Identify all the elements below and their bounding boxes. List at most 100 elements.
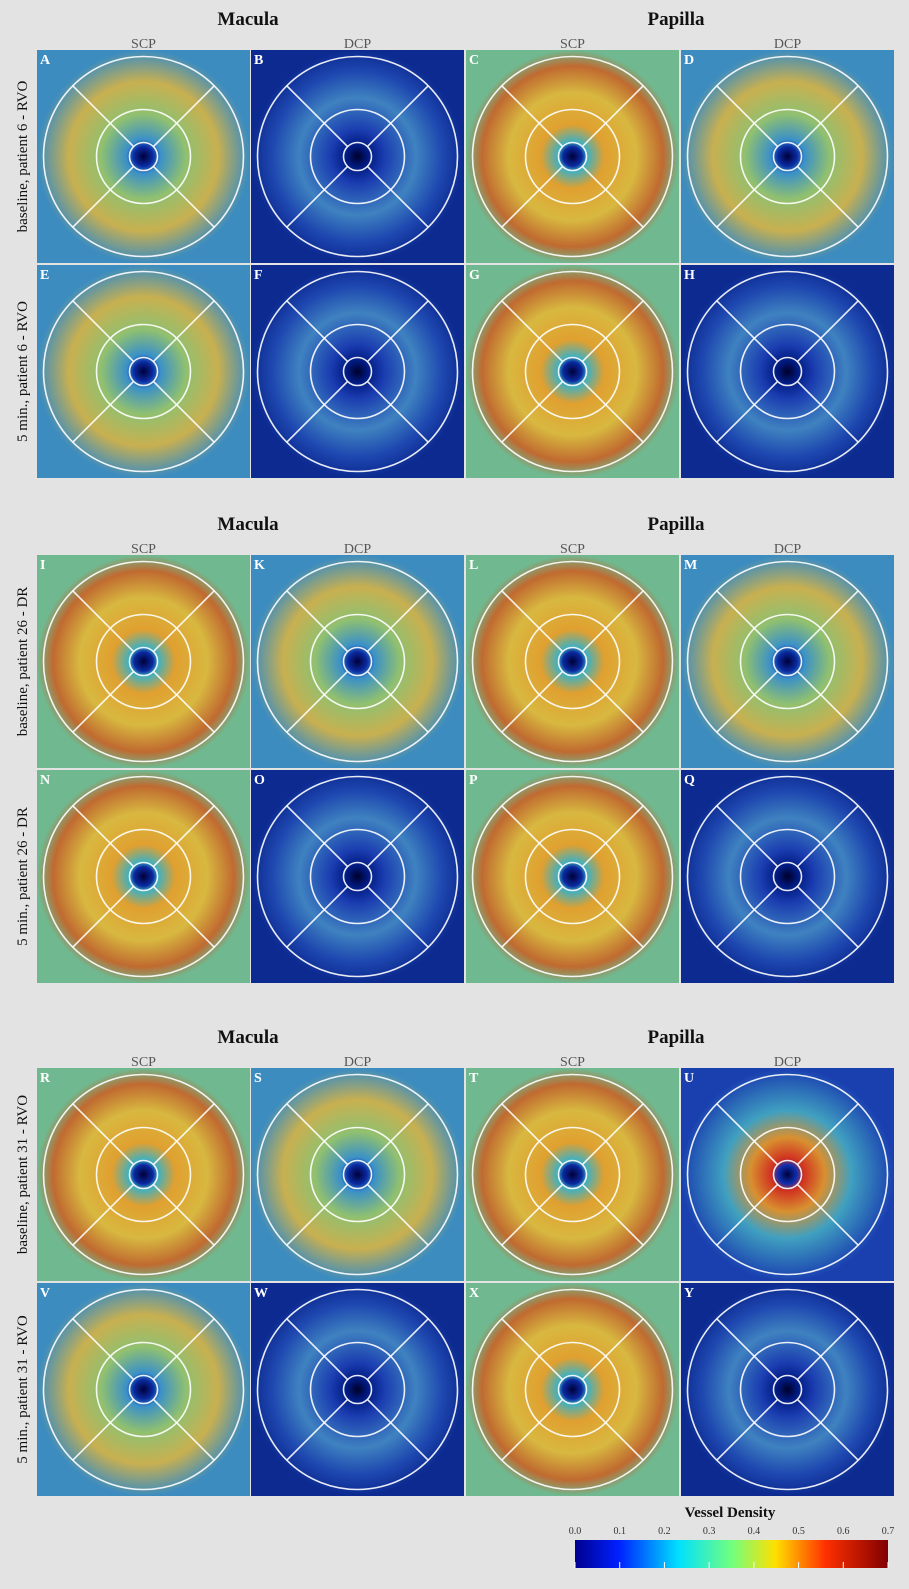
grid-spoke [152,805,215,868]
grid-spoke [501,300,564,363]
colorbar-title: Vessel Density [685,1505,776,1521]
oct-image [681,1068,894,1281]
grid-spoke [716,380,779,443]
grid-spoke [796,1398,859,1461]
grid-spoke [72,885,135,948]
panel-letter: X [469,1286,479,1301]
panel-letter: A [40,53,51,68]
colorbar-tick: 0.3 [703,1526,716,1537]
grid-spoke [72,1103,135,1166]
grid-spoke [501,85,564,148]
grid-circle [524,613,621,710]
panel-letter: B [254,53,263,68]
grid-spoke [366,805,429,868]
panel-letter: D [684,53,694,68]
grid-circle [772,356,803,387]
grid-spoke [152,1183,215,1246]
grid-circle [772,141,803,172]
grid-spoke [716,670,779,733]
oct-image [37,265,250,478]
oct-image [466,265,679,478]
grid-circle [309,108,406,205]
grid-spoke [152,885,215,948]
grid-circle [739,108,836,205]
panel-letter: R [40,1071,51,1086]
grid-circle [557,646,588,677]
grid-circle [524,1341,621,1438]
grid-spoke [501,1318,564,1381]
grid-circle [739,1126,836,1223]
grid-spoke [501,1103,564,1166]
grid-spoke [72,165,135,228]
layer-label: SCP [560,1055,585,1070]
oct-image [37,770,250,983]
grid-circle [42,560,245,763]
grid-circle [95,323,192,420]
grid-spoke [581,1318,644,1381]
layer-label: DCP [344,37,371,52]
grid-spoke [581,1103,644,1166]
grid-spoke [366,1183,429,1246]
grid-spoke [286,1103,349,1166]
grid-spoke [716,1103,779,1166]
grid-circle [309,1126,406,1223]
section-header: Macula [217,9,279,30]
grid-circle [42,55,245,258]
grid-spoke [796,885,859,948]
grid-spoke [716,1318,779,1381]
grid-spoke [716,165,779,228]
grid-spoke [581,85,644,148]
oct-image [466,555,679,768]
panel-letter: E [40,268,49,283]
grid-spoke [796,300,859,363]
grid-circle [686,1073,889,1276]
colorbar-tick: 0.4 [748,1526,761,1537]
grid-circle [42,1288,245,1491]
grid-circle [524,1126,621,1223]
grid-circle [95,1126,192,1223]
oct-image [37,1068,250,1281]
panel-letter: N [40,773,50,788]
grid-spoke [366,165,429,228]
grid-spoke [72,1398,135,1461]
grid-spoke [366,670,429,733]
grid-spoke [366,85,429,148]
oct-image [251,770,464,983]
grid-circle [772,646,803,677]
oct-image [466,1068,679,1281]
grid-spoke [796,805,859,868]
grid-spoke [72,670,135,733]
grid-circle [342,141,373,172]
grid-circle [739,1341,836,1438]
grid-spoke [501,885,564,948]
grid-spoke [152,85,215,148]
grid-circle [42,775,245,978]
colorbar-tick: 0.0 [569,1526,582,1537]
panel-letter: P [469,773,478,788]
grid-spoke [366,380,429,443]
grid-spoke [581,380,644,443]
grid-circle [128,646,159,677]
grid-circle [256,775,459,978]
panel-letter: C [469,53,479,68]
panel-letter: V [40,1286,50,1301]
row-label: baseline, patient 31 - RVO [15,1095,31,1254]
grid-circle [686,270,889,473]
layer-label: DCP [344,542,371,557]
grid-circle [309,323,406,420]
grid-circle [256,55,459,258]
grid-circle [309,1341,406,1438]
grid-circle [557,141,588,172]
grid-circle [342,356,373,387]
grid-circle [686,775,889,978]
grid-spoke [796,165,859,228]
panel-letter: U [684,1071,694,1086]
layer-label: SCP [131,542,156,557]
grid-spoke [366,1103,429,1166]
section-header: Papilla [647,1027,705,1048]
grid-spoke [72,300,135,363]
grid-circle [772,861,803,892]
grid-spoke [716,590,779,653]
panel-letter: Y [684,1286,694,1301]
row-label: 5 min., patient 26 - DR [15,807,31,946]
